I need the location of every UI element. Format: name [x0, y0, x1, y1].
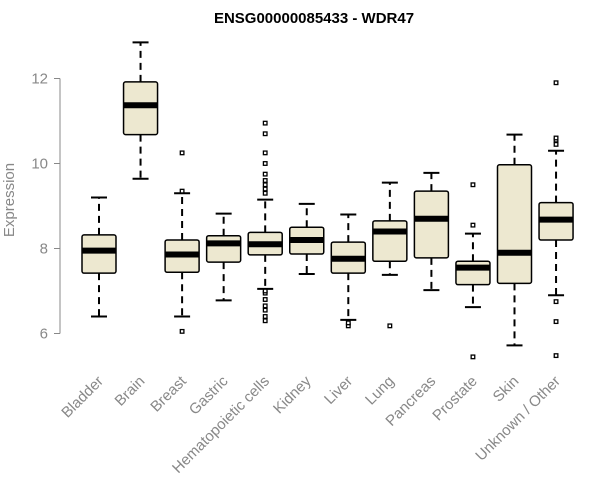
boxes-group	[81, 41, 574, 360]
outlier-point	[262, 150, 268, 156]
outlier-point	[262, 190, 268, 196]
y-axis-label: Expression	[1, 163, 18, 237]
outlier-point	[470, 354, 476, 360]
iqr-box	[413, 190, 450, 259]
x-tick-label: Brain	[112, 373, 149, 410]
box-liver	[330, 213, 367, 329]
outlier-point	[262, 131, 268, 137]
outlier-point	[262, 161, 268, 166]
outlier-point	[262, 307, 268, 313]
outlier-point	[262, 303, 268, 309]
outlier-point	[179, 328, 185, 334]
outlier-point	[262, 297, 268, 302]
outlier-point	[553, 80, 559, 86]
iqr-box	[372, 220, 408, 262]
outlier-point	[262, 186, 268, 192]
outlier-point	[179, 188, 185, 194]
y-tick-label: 6	[40, 326, 48, 343]
outlier-point	[387, 323, 393, 329]
outlier-point	[262, 178, 268, 183]
outlier-point	[262, 171, 268, 177]
box-breast	[164, 150, 200, 334]
outlier-point	[470, 222, 476, 228]
x-tick-label: Lung	[362, 373, 398, 409]
x-tick-label: Bladder	[58, 373, 107, 422]
y-tick-label: 10	[31, 156, 48, 173]
outlier-point	[553, 299, 559, 305]
box-bladder	[81, 196, 117, 318]
box-prostate	[455, 182, 491, 360]
outlier-point	[262, 182, 268, 188]
box-gastric	[205, 212, 242, 302]
x-tick-label: Prostate	[429, 373, 481, 425]
box-hematopoietic-cells	[247, 120, 283, 324]
outlier-point	[470, 182, 476, 188]
outlier-point	[345, 320, 351, 326]
outlier-point	[262, 318, 268, 324]
iqr-box	[81, 234, 117, 274]
y-tick-label: 12	[31, 71, 48, 88]
box-skin	[496, 133, 533, 347]
x-tick-label: Breast	[147, 372, 190, 415]
box-kidney	[289, 202, 325, 275]
outlier-point	[179, 150, 185, 156]
outlier-point	[262, 314, 268, 319]
outlier-point	[553, 141, 559, 147]
outlier-point	[553, 353, 559, 359]
outlier-point	[553, 135, 559, 141]
chart-title: ENSG00000085433 - WDR47	[214, 10, 414, 27]
iqr-box	[205, 235, 242, 263]
box-pancreas	[413, 171, 450, 292]
outlier-point	[262, 288, 268, 294]
x-tick-label: Liver	[321, 373, 356, 408]
x-tick-label: Skin	[490, 373, 523, 406]
outlier-point	[553, 319, 559, 325]
y-tick-label: 8	[40, 241, 48, 258]
y-axis-ticks: 6 8 10 12	[31, 71, 60, 343]
box-brain	[122, 41, 159, 180]
iqr-box	[496, 164, 533, 285]
x-tick-label: Kidney	[270, 372, 315, 417]
box-unknown-other	[538, 80, 574, 359]
box-lung	[372, 181, 408, 329]
outlier-point	[262, 120, 268, 126]
